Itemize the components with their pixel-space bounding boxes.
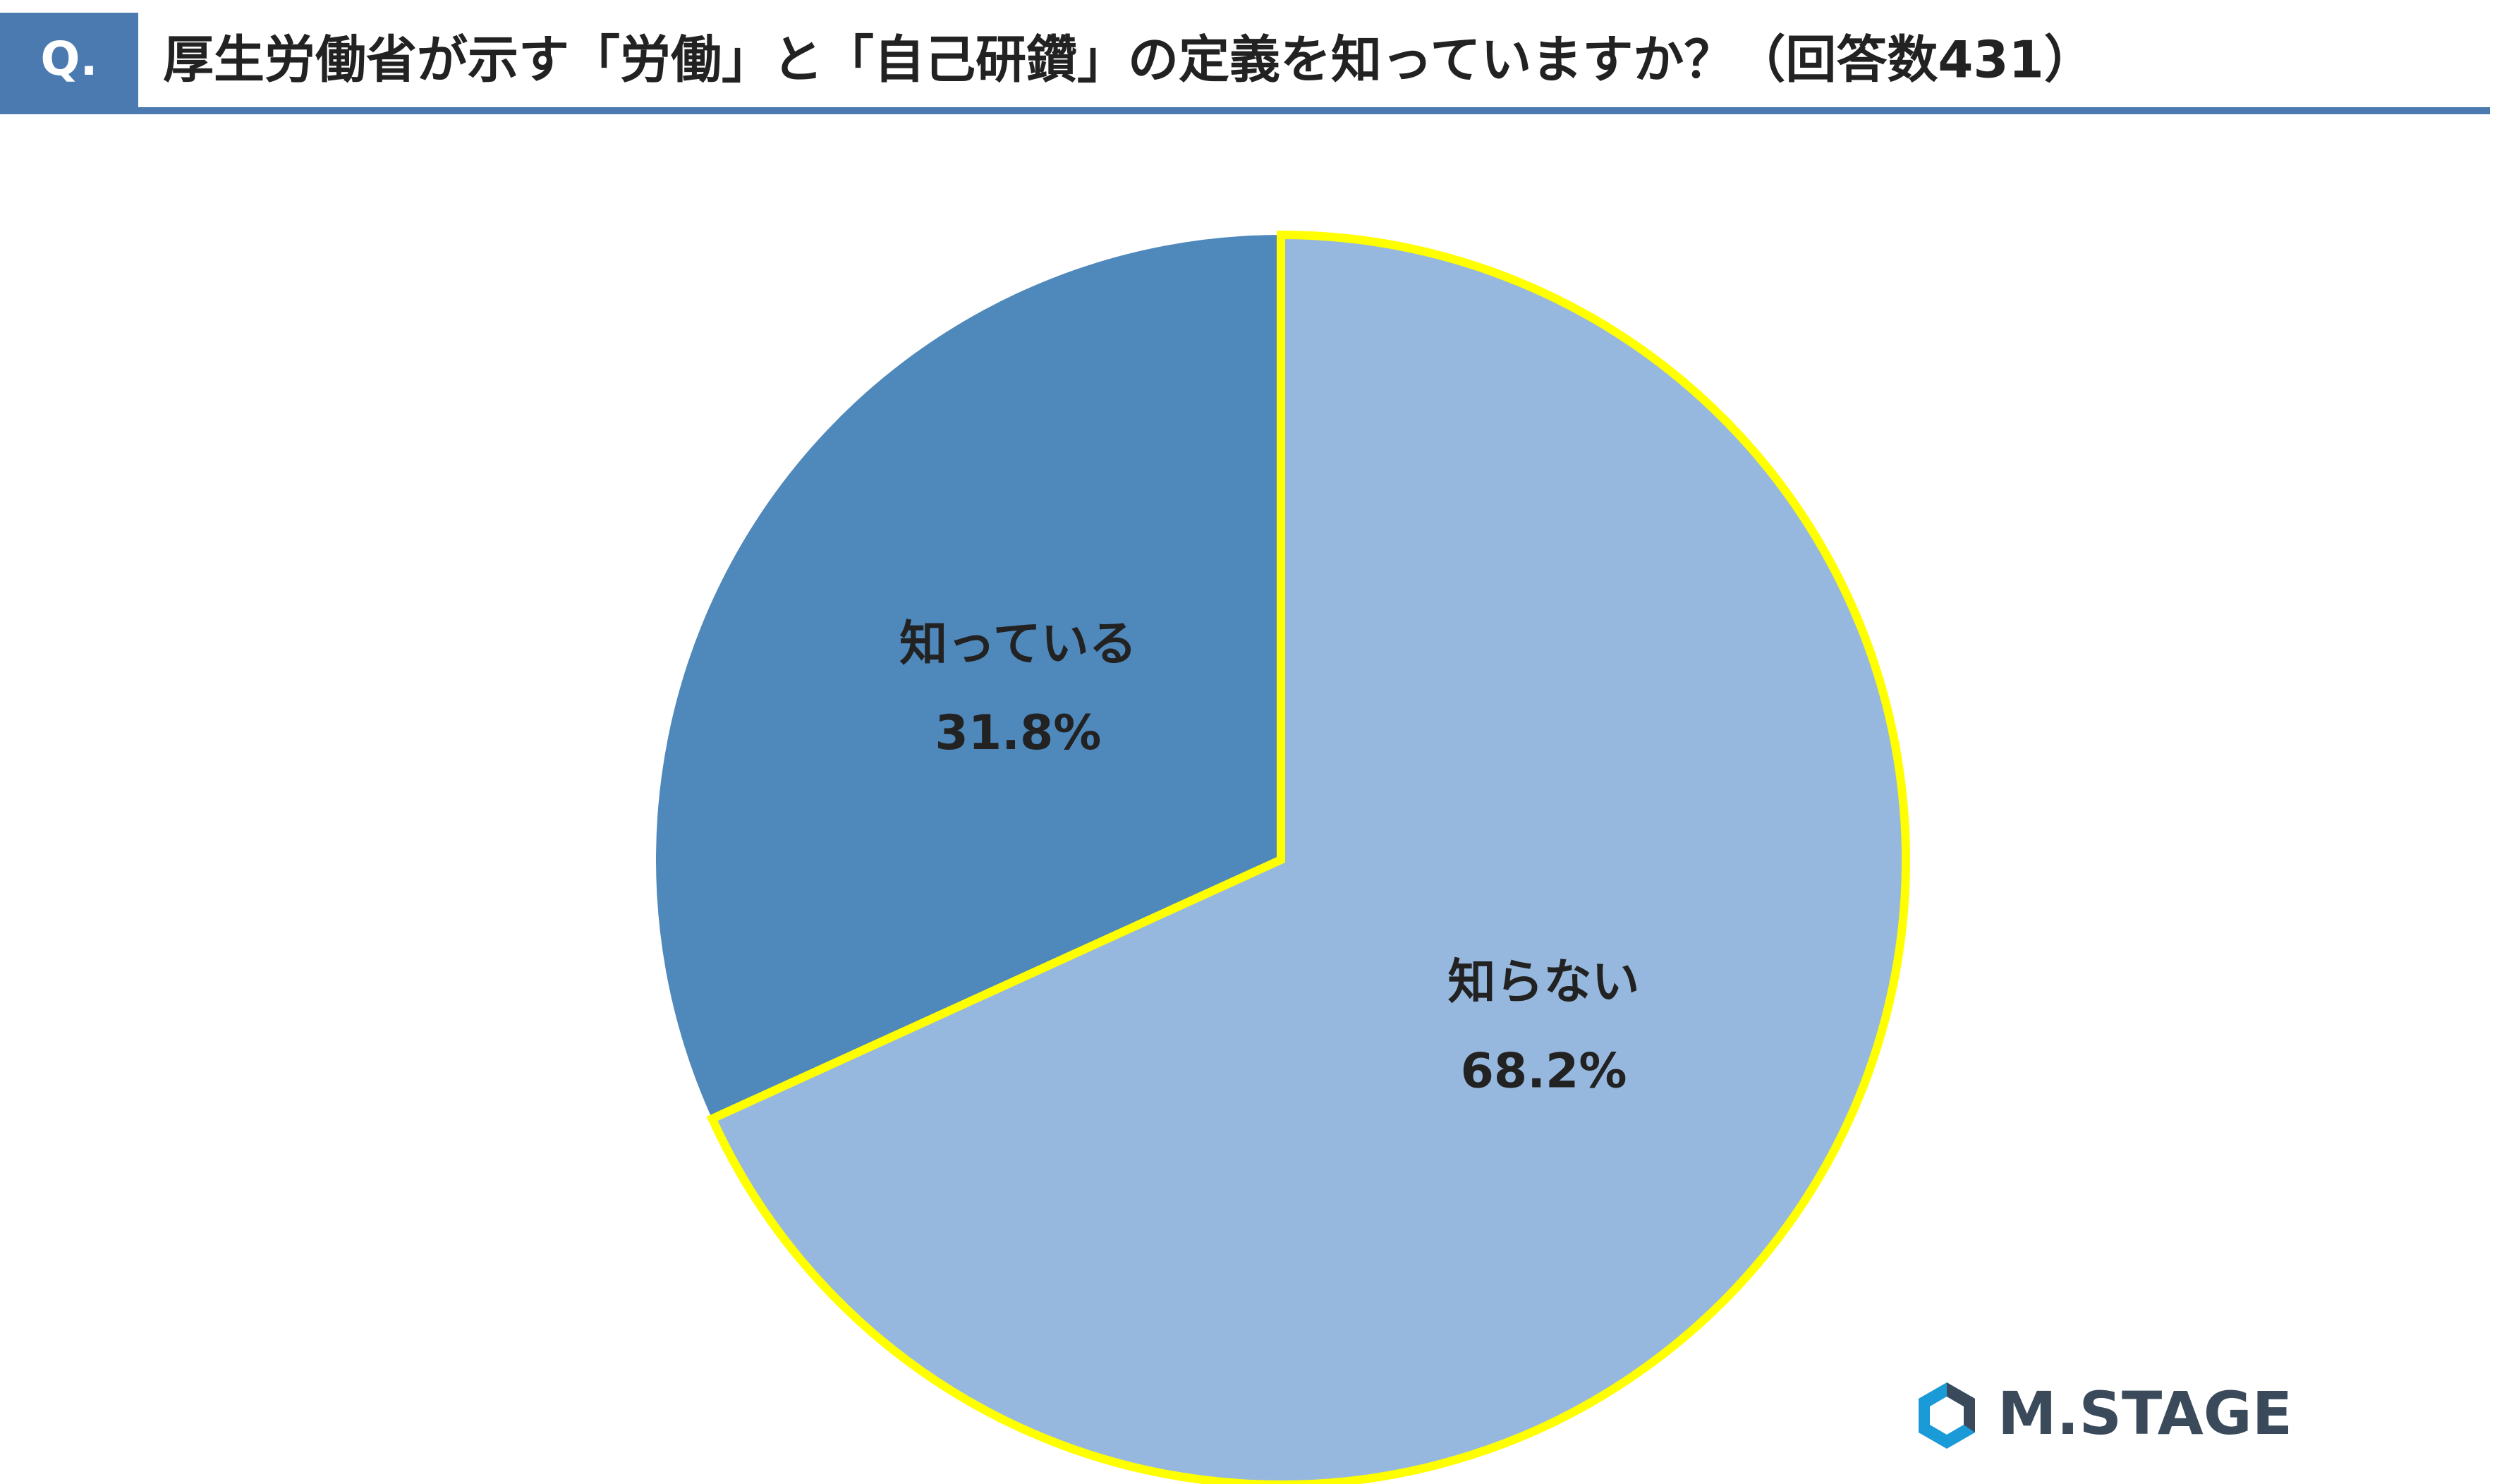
value-label: 31.8% xyxy=(935,705,1102,761)
badge-text: Q. xyxy=(40,32,97,86)
pie xyxy=(656,230,1910,1484)
slice-label: 知っている xyxy=(899,616,1137,672)
value-label: 68.2% xyxy=(1461,1043,1627,1099)
slice-label: 知らない xyxy=(1448,954,1640,1010)
logo: M.STAGE xyxy=(1919,1379,2292,1449)
chart-title: 厚生労働省が示す「労働」と「自己研鑽」の定義を知っていますか？（回答数431） xyxy=(163,30,2095,90)
pie-slice xyxy=(656,235,1281,1119)
logo-icon-inner xyxy=(1930,1397,1964,1435)
logo-text: M.STAGE xyxy=(1998,1379,2292,1448)
header-rule xyxy=(0,107,2490,114)
pie-slice xyxy=(706,230,1910,1484)
logo-icon-shade xyxy=(1947,1382,1975,1433)
badge-box xyxy=(0,13,138,109)
